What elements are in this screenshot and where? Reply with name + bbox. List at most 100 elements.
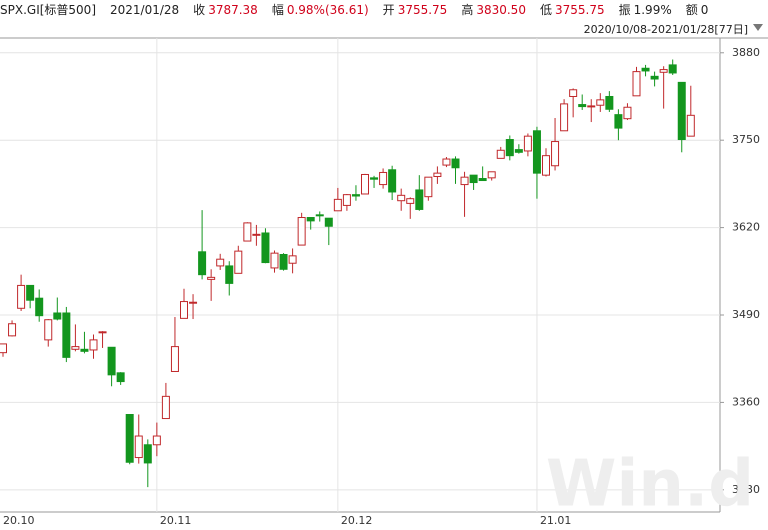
candle-body (532, 130, 541, 174)
candle-body (415, 189, 424, 210)
candle-body (623, 106, 632, 120)
candle-body (551, 141, 560, 167)
candle-body (189, 301, 198, 304)
candle-body (279, 253, 288, 270)
candle-body (62, 312, 71, 358)
date-range[interactable]: 2020/10/08-2021/01/28[77日] (583, 23, 748, 36)
candle-body (641, 67, 650, 72)
candle-body (71, 346, 80, 350)
candle-body (207, 276, 216, 280)
candle-body (342, 194, 351, 206)
candle-body (388, 169, 397, 193)
candle-body (134, 435, 143, 459)
candle-body (370, 177, 379, 180)
candle-body (8, 323, 17, 337)
candle-body (89, 339, 98, 351)
candle-body (125, 414, 134, 463)
x-tick-label: 21.01 (540, 514, 572, 527)
candle-body (252, 233, 261, 236)
candle-body (406, 198, 415, 204)
y-tick-label: 3880 (732, 46, 760, 59)
candle-body (578, 104, 587, 108)
candle-body (98, 331, 107, 334)
y-tick-label: 3490 (732, 308, 760, 321)
candle-body (116, 372, 125, 383)
candle-body (451, 158, 460, 169)
field-label: 幅 (271, 3, 284, 17)
candle-body (677, 81, 686, 141)
field-value: 0.98%(36.61) (286, 3, 369, 17)
candle-body (514, 149, 523, 153)
candle-body (225, 265, 234, 284)
candle-body (505, 139, 514, 157)
candle-body (496, 149, 505, 159)
candle-body (424, 176, 433, 198)
date: 2021/01/28 (110, 3, 180, 17)
x-tick-label: 20.11 (160, 514, 192, 527)
candle-body (596, 99, 605, 106)
candle-body (659, 69, 668, 73)
candle-body (433, 172, 442, 178)
candle-body (587, 105, 596, 108)
field-value: 3755.75 (397, 3, 448, 17)
field-label: 开 (382, 3, 395, 17)
candle-body (478, 178, 487, 182)
candle-body (542, 155, 550, 176)
candle-body (668, 64, 677, 74)
field-value: 3755.75 (554, 3, 605, 17)
candle-body (460, 176, 469, 186)
field-value: 0 (700, 3, 709, 17)
y-tick-label: 3230 (732, 483, 760, 496)
field-label: 额 (685, 3, 698, 17)
candle-body (379, 171, 388, 186)
fields: 收 3787.38 幅 0.98%(36.61) 开 3755.75 高 3830.50 低 37… (193, 3, 722, 17)
field-value: 1.99% (633, 3, 672, 17)
candle-body (17, 284, 26, 309)
dropdown-icon[interactable] (753, 24, 763, 31)
candle-body (234, 250, 243, 274)
candle-body (198, 251, 207, 276)
candle-body (297, 217, 306, 246)
candle-body (442, 158, 451, 166)
candle-body (143, 444, 152, 464)
candle-body (270, 252, 279, 269)
candle-body (216, 258, 225, 267)
candle-body (26, 284, 35, 301)
candle-body (469, 174, 478, 184)
candle-body (614, 114, 623, 129)
candle-body (161, 395, 170, 420)
x-tick-label: 20.12 (341, 514, 373, 527)
candle-body (306, 217, 315, 222)
candle-body (243, 222, 252, 242)
candle-body (632, 71, 641, 97)
field-value: 3787.38 (208, 3, 258, 17)
y-tick-label: 3620 (732, 221, 760, 234)
y-tick-label: 3750 (732, 133, 760, 146)
candle-body (44, 319, 53, 341)
watermark: Win.d (546, 448, 754, 522)
candle-body (315, 214, 324, 217)
field-value: 3830.50 (476, 3, 526, 17)
candle-body (560, 103, 569, 132)
candle-body (569, 89, 578, 97)
candle-body (53, 312, 62, 320)
candle-body (0, 343, 7, 354)
x-tick-label: 20.10 (3, 514, 35, 527)
candle-body (35, 297, 44, 317)
candle-body (351, 194, 360, 197)
candle-body (333, 198, 342, 212)
candle-body (324, 217, 333, 227)
candle-body (152, 435, 161, 446)
candle-body (261, 232, 270, 264)
code: SPX.GI[标普500] (0, 3, 96, 17)
candle-body (523, 135, 532, 152)
candle-body (80, 348, 89, 352)
candle-body (650, 75, 659, 80)
candle-body (170, 346, 179, 372)
candle-body (180, 301, 188, 319)
candle-body (288, 255, 297, 264)
field-label: 收 (193, 3, 206, 17)
candle-body (686, 114, 695, 137)
